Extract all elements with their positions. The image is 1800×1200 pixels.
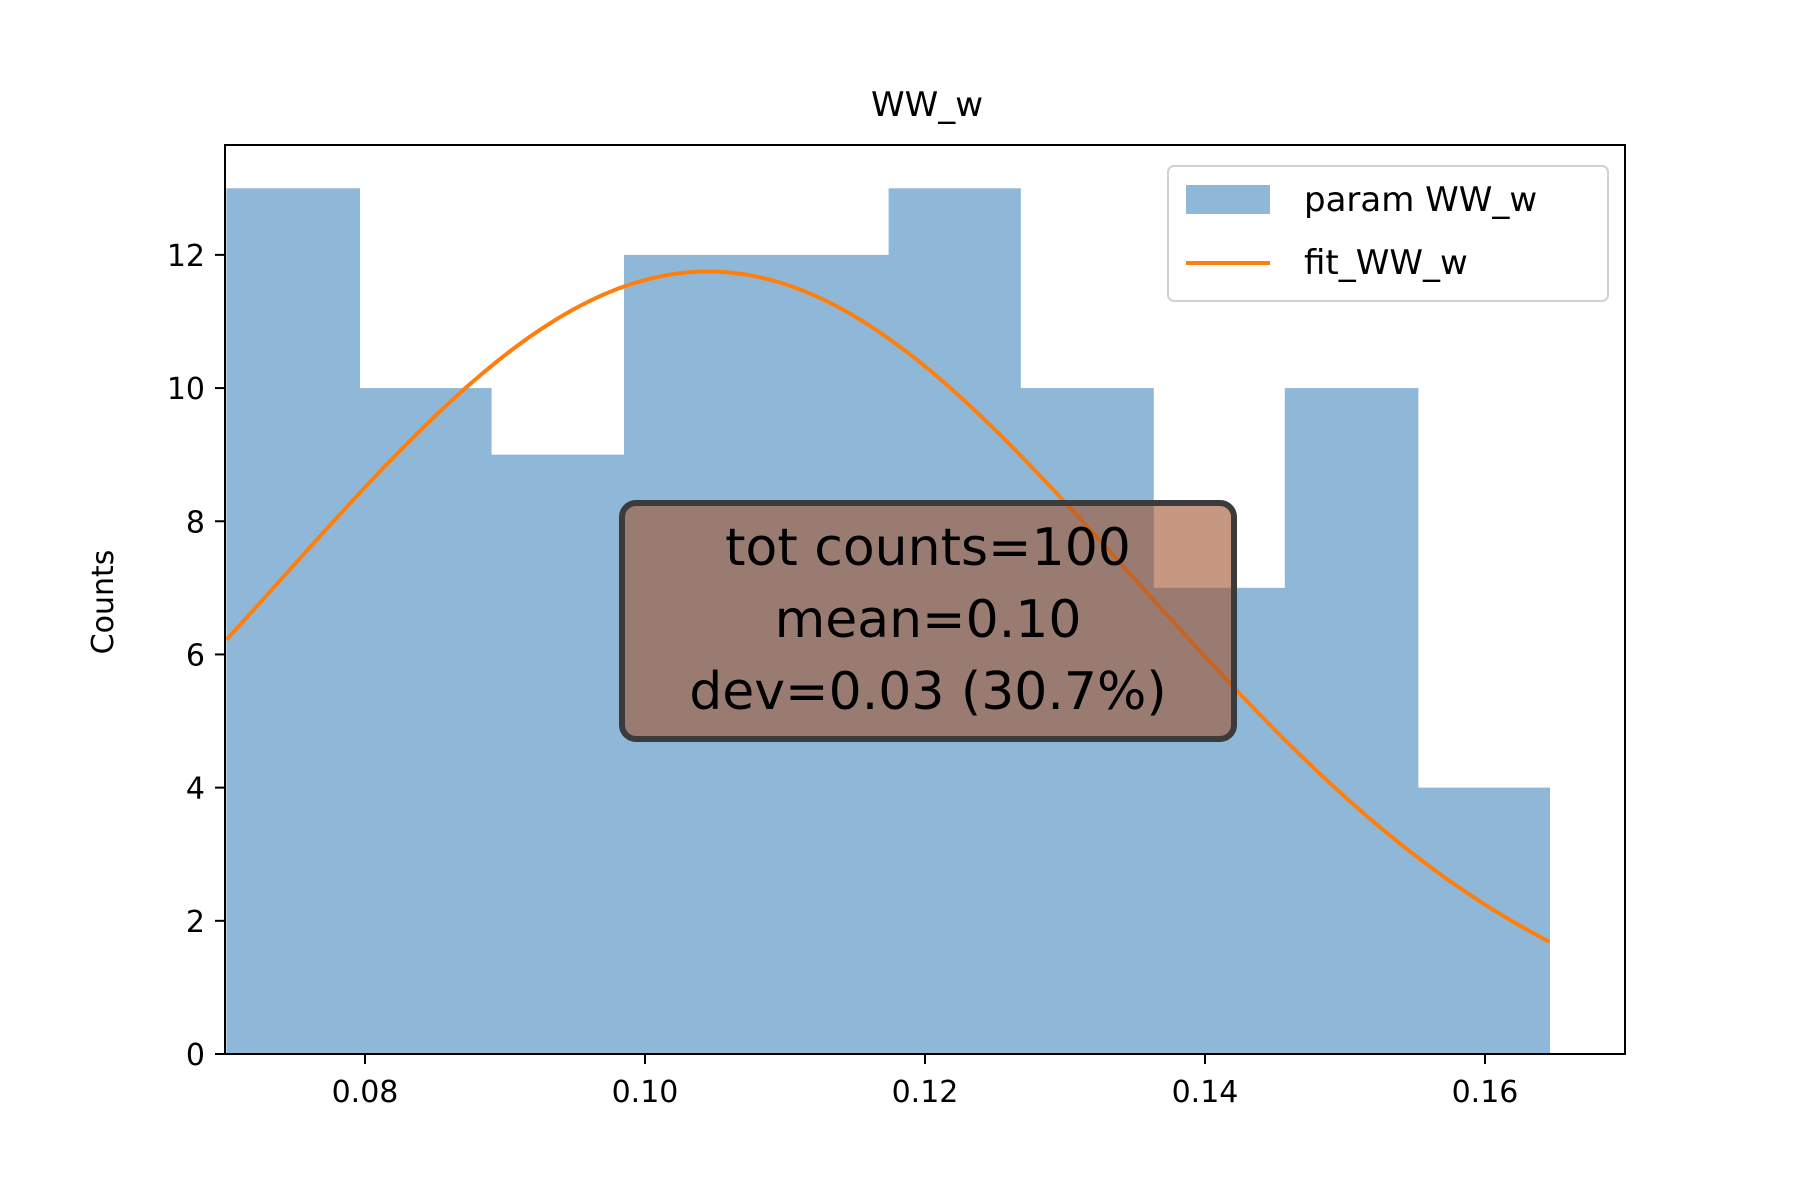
x-tick-label: 0.16 [1452,1075,1519,1110]
y-tick-label: 10 [167,372,205,407]
histogram-bar [226,188,360,1055]
y-axis-label: Counts [86,550,121,655]
y-tick-label: 2 [186,905,205,940]
legend-box [1167,165,1609,302]
stats-annotation-line: dev=0.03 (30.7%) [689,662,1166,722]
x-axis: 0.08 0.10 0.12 0.14 0.16 [332,1054,1519,1110]
y-axis: 0 2 4 6 8 10 12 [167,239,225,1073]
fit-curve [224,269,1551,944]
legend-swatch-histogram [1186,185,1270,214]
y-tick-label: 8 [186,505,205,540]
stats-annotation-line: tot counts=100 [725,518,1131,578]
stats-annotation-line: mean=0.10 [775,590,1082,650]
histogram-bar [1417,787,1550,1054]
histogram-bar [1284,388,1419,1055]
histogram-bar [359,388,492,1055]
chart-title: WW_w [871,85,983,125]
legend-label: param WW_w [1304,180,1537,220]
x-tick-label: 0.10 [612,1075,679,1110]
histogram-bar [491,454,625,1055]
x-tick-label: 0.08 [332,1075,399,1110]
stats-annotation: tot counts=100 mean=0.10 dev=0.03 (30.7%… [619,500,1237,742]
legend: param WW_w fit_WW_w [1167,165,1609,302]
y-tick-label: 0 [186,1038,205,1073]
legend-label: fit_WW_w [1304,243,1468,283]
stats-annotation-box [619,500,1237,742]
x-tick-label: 0.12 [892,1075,959,1110]
y-tick-label: 6 [186,638,205,673]
x-tick-label: 0.14 [1172,1075,1239,1110]
y-tick-label: 12 [167,239,205,274]
y-tick-label: 4 [186,772,205,807]
